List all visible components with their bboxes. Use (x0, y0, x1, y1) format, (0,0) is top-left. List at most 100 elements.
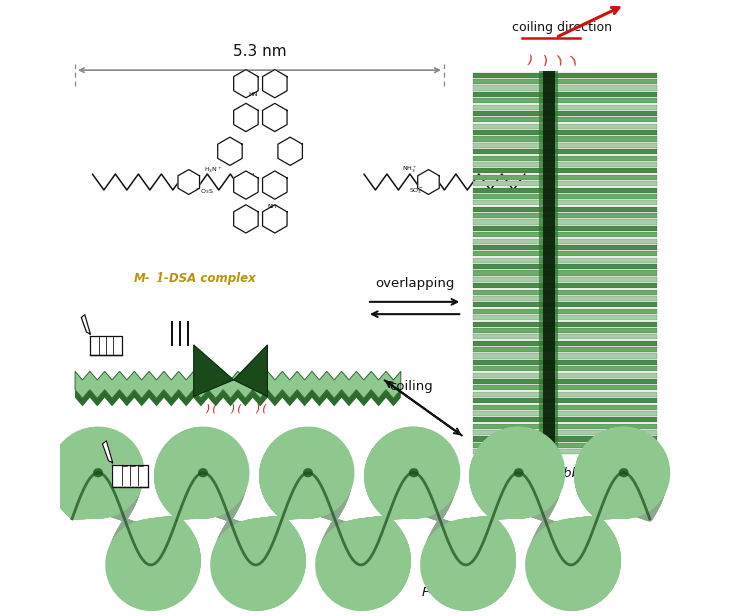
Bar (473, 322, 657, 326)
Bar (473, 73, 657, 78)
Polygon shape (75, 390, 401, 407)
Bar (473, 168, 657, 174)
Bar (473, 92, 657, 97)
Bar (473, 200, 657, 205)
Text: coiling: coiling (389, 379, 433, 392)
Text: 5.3 nm: 5.3 nm (233, 44, 286, 59)
Bar (473, 398, 657, 403)
Polygon shape (263, 103, 287, 132)
Polygon shape (103, 441, 112, 463)
Bar (473, 392, 657, 397)
Text: 1: 1 (155, 272, 163, 285)
Bar (473, 411, 657, 416)
Bar (473, 111, 657, 116)
Bar (473, 328, 657, 333)
Polygon shape (233, 171, 258, 199)
Bar (473, 226, 657, 231)
Bar (473, 156, 657, 161)
Text: M-: M- (134, 272, 150, 285)
Text: coiling direction: coiling direction (512, 22, 612, 34)
Bar (473, 430, 657, 435)
Text: $\mathregular{SO_3^-}$: $\mathregular{SO_3^-}$ (409, 187, 424, 196)
Bar (473, 86, 657, 91)
Text: $\mathregular{NH_3^+}$: $\mathregular{NH_3^+}$ (402, 164, 418, 175)
Bar (473, 443, 657, 448)
Bar (473, 436, 657, 442)
Bar (473, 277, 657, 282)
Polygon shape (75, 371, 401, 399)
Polygon shape (178, 169, 200, 195)
Text: |||: ||| (167, 322, 192, 346)
Bar (473, 257, 657, 263)
Polygon shape (278, 137, 302, 166)
Bar (473, 341, 657, 346)
Bar (473, 187, 657, 193)
Bar (473, 238, 657, 244)
Polygon shape (112, 464, 148, 487)
Bar (473, 79, 657, 84)
Text: -DSA complex: -DSA complex (164, 272, 256, 285)
Bar (473, 232, 657, 237)
Bar (473, 213, 657, 218)
Bar (473, 360, 657, 365)
Bar (473, 137, 657, 142)
Bar (473, 347, 657, 352)
Polygon shape (233, 70, 258, 98)
Text: P-nanofiber: P-nanofiber (421, 586, 497, 599)
Text: overlapping: overlapping (375, 277, 454, 290)
Bar (473, 124, 657, 129)
Bar (473, 315, 657, 320)
Bar (473, 270, 657, 275)
Text: NH: NH (267, 203, 277, 209)
Text: $\mathregular{^-O_3S}$: $\mathregular{^-O_3S}$ (195, 187, 214, 196)
Bar (473, 175, 657, 180)
Polygon shape (263, 205, 287, 233)
Polygon shape (233, 345, 267, 397)
Bar (473, 290, 657, 294)
Bar (473, 143, 657, 148)
Bar (473, 417, 657, 423)
Text: ): ) (556, 54, 564, 68)
Text: )(  )(  )(: )( )( )( (206, 404, 268, 414)
Text: $\mathregular{H_3N^+}$: $\mathregular{H_3N^+}$ (204, 165, 222, 174)
Polygon shape (194, 345, 233, 397)
Bar (473, 251, 657, 256)
Bar (473, 354, 657, 359)
Bar (473, 366, 657, 371)
Polygon shape (81, 315, 90, 334)
Polygon shape (263, 70, 287, 98)
Bar (473, 98, 657, 103)
Bar (473, 245, 657, 250)
Bar (473, 162, 657, 167)
Bar (473, 334, 657, 339)
Bar (473, 149, 657, 155)
Bar (473, 130, 657, 135)
Bar (473, 283, 657, 288)
Bar (473, 264, 657, 269)
Bar (473, 302, 657, 307)
Bar (473, 424, 657, 429)
Polygon shape (418, 169, 439, 195)
Polygon shape (233, 205, 258, 233)
Bar (473, 181, 657, 186)
Text: ): ) (570, 54, 580, 68)
Bar (473, 296, 657, 301)
Polygon shape (233, 103, 258, 132)
Bar (473, 206, 657, 212)
Text: ): ) (526, 54, 534, 68)
Bar (473, 117, 657, 123)
Bar (473, 194, 657, 199)
Bar (473, 405, 657, 410)
Bar (542, 71, 555, 454)
Bar (473, 386, 657, 391)
Bar (539, 71, 559, 454)
Bar (473, 105, 657, 110)
Bar (473, 449, 657, 454)
Bar (473, 219, 657, 225)
Polygon shape (90, 336, 122, 355)
Bar (473, 379, 657, 384)
Polygon shape (218, 137, 242, 166)
Polygon shape (263, 171, 287, 199)
Text: HN: HN (249, 92, 258, 97)
Bar (473, 309, 657, 314)
